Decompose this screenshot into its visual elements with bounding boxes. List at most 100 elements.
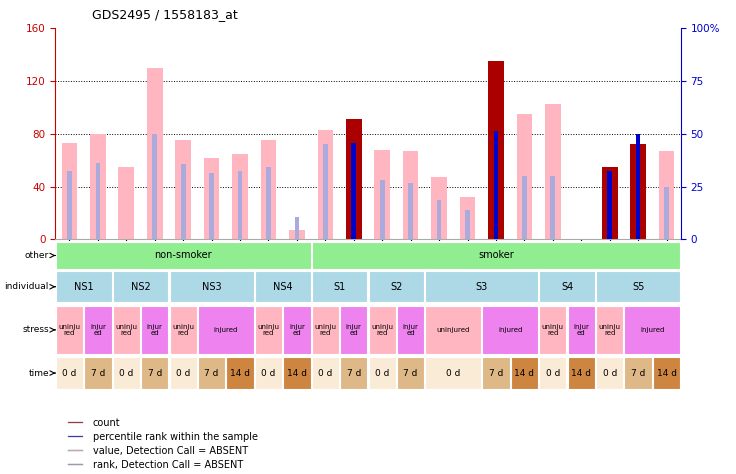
Bar — [436, 200, 442, 239]
Bar — [227, 357, 254, 389]
Bar — [624, 357, 652, 389]
Text: uninju
red: uninju red — [258, 324, 280, 336]
Bar — [340, 306, 367, 354]
Bar — [198, 357, 225, 389]
Bar — [204, 158, 219, 239]
Bar — [630, 145, 646, 239]
Text: S4: S4 — [561, 282, 573, 292]
Bar — [522, 176, 527, 239]
Bar — [67, 171, 72, 239]
Bar — [482, 357, 509, 389]
Bar — [317, 130, 333, 239]
Bar — [460, 197, 475, 239]
Bar — [96, 163, 100, 239]
Bar — [198, 306, 254, 354]
Text: NS3: NS3 — [202, 282, 222, 292]
Text: 0 d: 0 d — [375, 369, 389, 377]
Bar — [255, 357, 282, 389]
Bar — [425, 306, 481, 354]
Bar — [283, 306, 311, 354]
Bar — [511, 357, 538, 389]
Bar — [653, 357, 680, 389]
Bar — [346, 119, 361, 239]
Bar — [596, 357, 623, 389]
Text: S3: S3 — [475, 282, 488, 292]
Text: 14 d: 14 d — [657, 369, 676, 377]
Bar — [84, 306, 112, 354]
Bar — [425, 357, 481, 389]
Bar — [312, 306, 339, 354]
Bar — [539, 271, 595, 302]
Bar — [169, 271, 254, 302]
Bar — [68, 464, 83, 465]
Text: uninju
red: uninju red — [58, 324, 80, 336]
Bar — [596, 271, 680, 302]
Text: injur
ed: injur ed — [90, 324, 106, 336]
Bar — [380, 180, 385, 239]
Bar — [152, 134, 157, 239]
Text: S1: S1 — [333, 282, 346, 292]
Bar — [369, 306, 396, 354]
Bar — [56, 357, 83, 389]
Bar — [340, 357, 367, 389]
Bar — [431, 177, 447, 239]
Bar — [545, 104, 561, 239]
Bar — [169, 306, 197, 354]
Bar — [539, 357, 567, 389]
Text: non-smoker: non-smoker — [155, 250, 212, 261]
Text: NS1: NS1 — [74, 282, 93, 292]
Bar — [397, 357, 424, 389]
Text: other: other — [25, 251, 49, 260]
Bar — [294, 217, 300, 239]
Text: injur
ed: injur ed — [289, 324, 305, 336]
Text: 14 d: 14 d — [230, 369, 250, 377]
Text: uninju
red: uninju red — [371, 324, 393, 336]
Bar — [90, 134, 106, 239]
Bar — [233, 154, 248, 239]
Bar — [375, 150, 390, 239]
Bar — [113, 306, 140, 354]
Text: 0 d: 0 d — [261, 369, 276, 377]
Text: injur
ed: injur ed — [573, 324, 590, 336]
Text: stress: stress — [22, 326, 49, 334]
Text: smoker: smoker — [478, 250, 514, 261]
Text: 7 d: 7 d — [631, 369, 645, 377]
Text: 0 d: 0 d — [446, 369, 461, 377]
Text: uninju
red: uninju red — [314, 324, 336, 336]
Bar — [664, 187, 669, 239]
Bar — [551, 176, 555, 239]
Bar — [567, 306, 595, 354]
Bar — [312, 271, 367, 302]
Bar — [539, 306, 567, 354]
Bar — [175, 140, 191, 239]
Text: value, Detection Call = ABSENT: value, Detection Call = ABSENT — [93, 446, 248, 456]
Bar — [408, 182, 413, 239]
Text: 0 d: 0 d — [119, 369, 133, 377]
Text: GDS2495 / 1558183_at: GDS2495 / 1558183_at — [92, 9, 238, 21]
Text: 7 d: 7 d — [147, 369, 162, 377]
Bar — [312, 242, 680, 269]
Bar — [68, 450, 83, 451]
Bar — [56, 271, 112, 302]
Bar — [181, 164, 185, 239]
Bar — [255, 306, 282, 354]
Bar — [596, 306, 623, 354]
Bar — [141, 306, 169, 354]
Text: uninju
red: uninju red — [542, 324, 564, 336]
Text: rank, Detection Call = ABSENT: rank, Detection Call = ABSENT — [93, 460, 243, 470]
Text: injur
ed: injur ed — [146, 324, 163, 336]
Bar — [636, 134, 640, 239]
Bar — [494, 131, 498, 239]
Bar — [323, 145, 328, 239]
Bar — [369, 357, 396, 389]
Bar — [261, 140, 276, 239]
Bar — [369, 271, 424, 302]
Bar — [68, 436, 83, 438]
Bar — [238, 171, 242, 239]
Text: uninju
red: uninju red — [116, 324, 138, 336]
Text: 0 d: 0 d — [63, 369, 77, 377]
Text: injured: injured — [213, 327, 238, 333]
Text: 14 d: 14 d — [514, 369, 534, 377]
Bar — [56, 306, 83, 354]
Bar — [62, 143, 77, 239]
